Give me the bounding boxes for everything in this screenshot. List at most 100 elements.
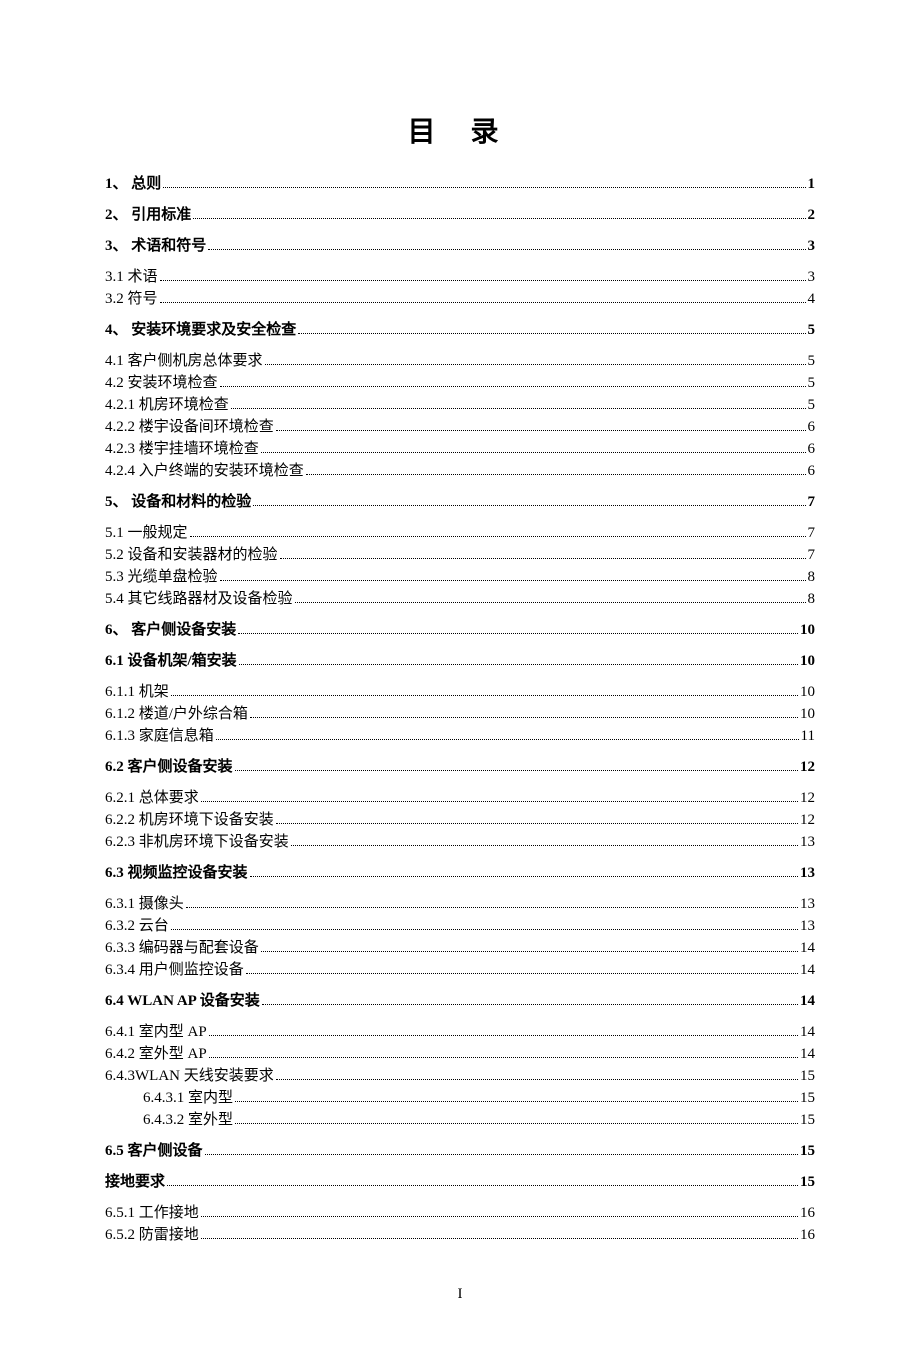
toc-entry-label: 接地要求 xyxy=(105,1172,165,1193)
toc-entry-label: 6.5 客户侧设备 xyxy=(105,1141,203,1162)
toc-entry-page: 6 xyxy=(808,417,816,438)
toc-dot-leader xyxy=(246,973,798,974)
toc-entry: 6.4.1 室内型 AP14 xyxy=(105,1022,815,1043)
toc-dot-leader xyxy=(235,1101,798,1102)
toc-entry: 5.2 设备和安装器材的检验7 xyxy=(105,545,815,566)
toc-entry: 6.1.3 家庭信息箱 11 xyxy=(105,726,815,747)
toc-entry-label: 6.1.3 家庭信息箱 xyxy=(105,726,214,747)
toc-entry-label: 6.1.1 机架 xyxy=(105,682,169,703)
toc-entry-page: 3 xyxy=(808,267,816,288)
toc-entry: 6.5.1 工作接地 16 xyxy=(105,1203,815,1224)
toc-entry: 6.3.4 用户侧监控设备 14 xyxy=(105,960,815,981)
toc-entry: 3.1 术语 3 xyxy=(105,267,815,288)
toc-entry: 6.4.3.1 室内型15 xyxy=(105,1088,815,1109)
toc-entry: 4.2.4 入户终端的安装环境检查6 xyxy=(105,461,815,482)
toc-entry: 6.3.3 编码器与配套设备14 xyxy=(105,938,815,959)
toc-dot-leader xyxy=(163,187,805,188)
toc-dot-leader xyxy=(280,558,806,559)
toc-entry-page: 7 xyxy=(808,492,816,513)
toc-entry-label: 4.1 客户侧机房总体要求 xyxy=(105,351,263,372)
toc-entry-label: 4.2.1 机房环境检查 xyxy=(105,395,229,416)
toc-entry-page: 13 xyxy=(800,863,815,884)
toc-entry-page: 14 xyxy=(800,938,815,959)
toc-entry-page: 13 xyxy=(800,832,815,853)
toc-entry-label: 5.4 其它线路器材及设备检验 xyxy=(105,589,293,610)
toc-dot-leader xyxy=(261,452,806,453)
toc-entry-label: 3.2 符号 xyxy=(105,289,158,310)
toc-entry-label: 5.3 光缆单盘检验 xyxy=(105,567,218,588)
toc-entry-label: 6.3.1 摄像头 xyxy=(105,894,184,915)
toc-entry-label: 3.1 术语 xyxy=(105,267,158,288)
toc-entry-page: 11 xyxy=(801,726,815,747)
toc-body: 1、 总则 1 2、 引用标准2 3、 术语和符号3 3.1 术语 33.2 符号4 4、 … xyxy=(105,174,815,1246)
toc-entry-page: 7 xyxy=(808,523,816,544)
toc-entry-page: 15 xyxy=(800,1066,815,1087)
toc-entry-page: 12 xyxy=(800,757,815,778)
toc-title: 目 录 xyxy=(105,110,815,150)
toc-entry-label: 6.3 视频监控设备安装 xyxy=(105,863,248,884)
toc-entry: 6.5.2 防雷接地16 xyxy=(105,1225,815,1246)
toc-entry-page: 8 xyxy=(808,567,816,588)
toc-dot-leader xyxy=(160,302,806,303)
toc-entry: 3、 术语和符号3 xyxy=(105,236,815,257)
toc-entry: 6.3.1 摄像头13 xyxy=(105,894,815,915)
toc-entry-label: 4、 安装环境要求及安全检查 xyxy=(105,320,296,341)
toc-dot-leader xyxy=(205,1154,798,1155)
toc-dot-leader xyxy=(171,695,798,696)
toc-dot-leader xyxy=(261,951,798,952)
toc-dot-leader xyxy=(167,1185,798,1186)
toc-entry-page: 15 xyxy=(800,1141,815,1162)
toc-entry-label: 3、 术语和符号 xyxy=(105,236,206,257)
toc-entry-page: 5 xyxy=(808,373,816,394)
toc-entry-label: 6.3.4 用户侧监控设备 xyxy=(105,960,244,981)
toc-entry-label: 4.2.3 楼宇挂墙环境检查 xyxy=(105,439,259,460)
toc-dot-leader xyxy=(220,580,806,581)
toc-dot-leader xyxy=(298,333,805,334)
toc-dot-leader xyxy=(171,929,798,930)
toc-entry-page: 5 xyxy=(808,351,816,372)
toc-dot-leader xyxy=(186,907,798,908)
toc-entry-label: 5.1 一般规定 xyxy=(105,523,188,544)
toc-entry: 3.2 符号4 xyxy=(105,289,815,310)
toc-entry-page: 6 xyxy=(808,439,816,460)
toc-entry: 6、 客户侧设备安装10 xyxy=(105,620,815,641)
toc-entry-label: 6.3.2 云台 xyxy=(105,916,169,937)
toc-dot-leader xyxy=(160,280,806,281)
toc-dot-leader xyxy=(209,1057,798,1058)
toc-entry-page: 14 xyxy=(800,960,815,981)
toc-entry-page: 1 xyxy=(808,174,816,195)
toc-entry: 5.4 其它线路器材及设备检验8 xyxy=(105,589,815,610)
toc-entry-page: 16 xyxy=(800,1203,815,1224)
toc-entry-page: 10 xyxy=(800,704,815,725)
toc-entry: 6.5 客户侧设备 15 xyxy=(105,1141,815,1162)
toc-entry: 6.1.2 楼道/户外综合箱 10 xyxy=(105,704,815,725)
toc-entry: 6.2 客户侧设备安装 12 xyxy=(105,757,815,778)
toc-entry: 4.2 安装环境检查5 xyxy=(105,373,815,394)
toc-entry: 4.2.1 机房环境检查5 xyxy=(105,395,815,416)
toc-entry-label: 6.1.2 楼道/户外综合箱 xyxy=(105,704,248,725)
toc-entry: 6.2.1 总体要求12 xyxy=(105,788,815,809)
toc-entry-label: 6.1 设备机架/箱安装 xyxy=(105,651,237,672)
toc-dot-leader xyxy=(276,430,806,431)
toc-entry: 2、 引用标准2 xyxy=(105,205,815,226)
toc-dot-leader xyxy=(250,876,798,877)
toc-entry: 6.2.3 非机房环境下设备安装13 xyxy=(105,832,815,853)
toc-entry: 6.4.3.2 室外型15 xyxy=(105,1110,815,1131)
toc-entry-page: 12 xyxy=(800,810,815,831)
toc-dot-leader xyxy=(190,536,806,537)
toc-entry-label: 6.5.1 工作接地 xyxy=(105,1203,199,1224)
toc-entry-label: 6.2.1 总体要求 xyxy=(105,788,199,809)
toc-entry-label: 6.4.3WLAN 天线安装要求 xyxy=(105,1066,274,1087)
toc-entry-label: 6.2 客户侧设备安装 xyxy=(105,757,233,778)
toc-entry: 6.1 设备机架/箱安装10 xyxy=(105,651,815,672)
toc-entry: 4、 安装环境要求及安全检查5 xyxy=(105,320,815,341)
toc-dot-leader xyxy=(201,1238,798,1239)
toc-entry-label: 1、 总则 xyxy=(105,174,161,195)
toc-entry-label: 6.2.2 机房环境下设备安装 xyxy=(105,810,274,831)
toc-entry: 6.1.1 机架10 xyxy=(105,682,815,703)
toc-entry-page: 14 xyxy=(800,991,815,1012)
toc-entry-label: 6、 客户侧设备安装 xyxy=(105,620,236,641)
toc-entry-label: 4.2.2 楼宇设备间环境检查 xyxy=(105,417,274,438)
toc-entry-label: 6.4.3.2 室外型 xyxy=(143,1110,233,1131)
toc-entry: 6.3 视频监控设备安装 13 xyxy=(105,863,815,884)
